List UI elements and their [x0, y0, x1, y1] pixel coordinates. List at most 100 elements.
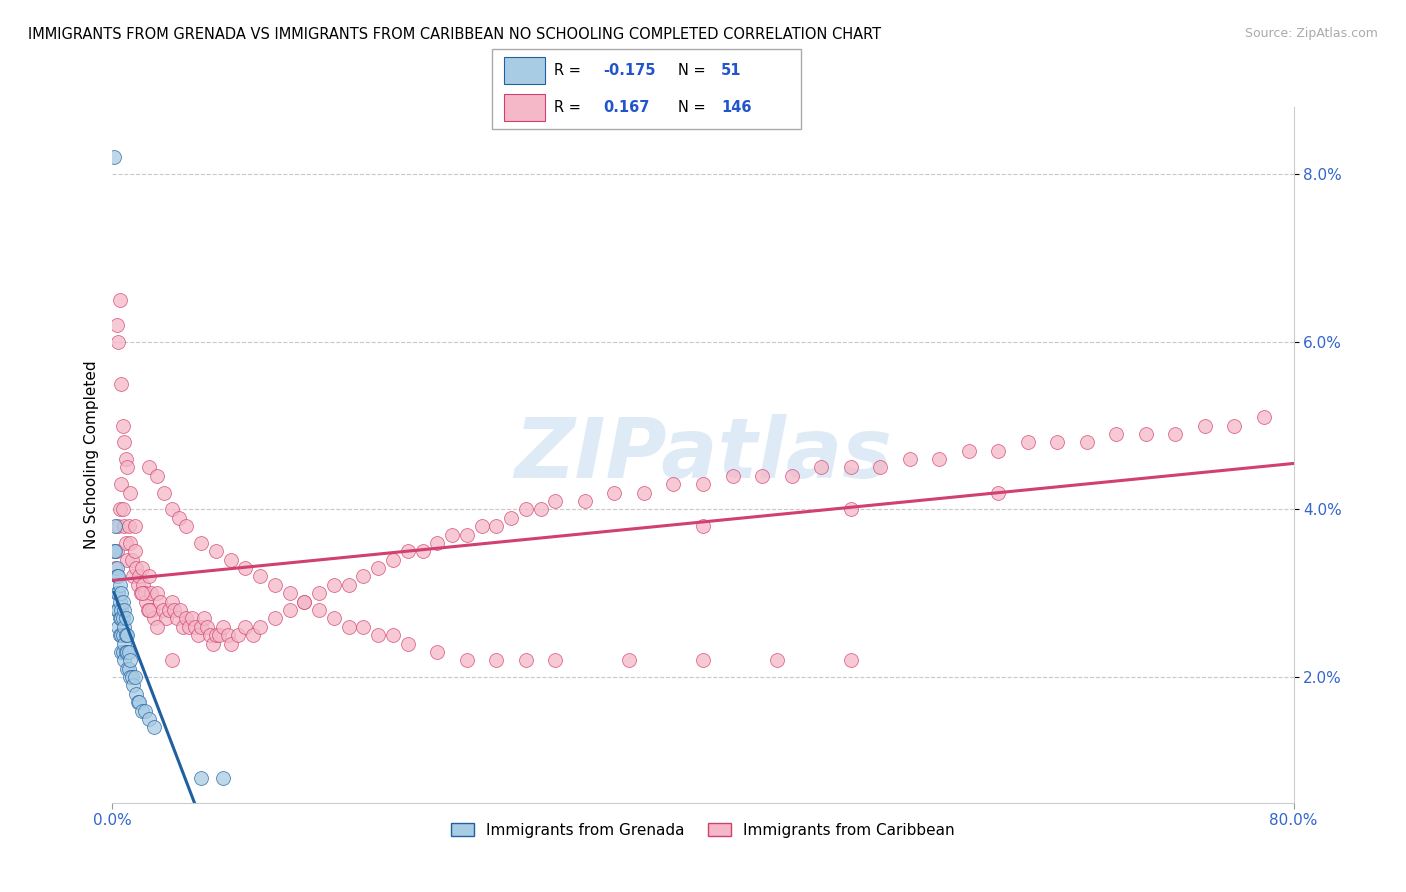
Point: [117, 645, 138, 659]
Point: [411, 544, 433, 558]
Text: Source: ZipAtlas.com: Source: ZipAtlas.com: [1244, 27, 1378, 40]
Point: [242, 628, 264, 642]
Point: [160, 502, 183, 516]
Text: IMMIGRANTS FROM GRENADA VS IMMIGRANTS FROM CARIBBEAN NO SCHOOLING COMPLETED CORR: IMMIGRANTS FROM GRENADA VS IMMIGRANTS FR…: [28, 27, 882, 42]
Point: [367, 628, 389, 642]
Point: [529, 502, 551, 516]
Point: [662, 477, 685, 491]
Point: [382, 552, 405, 566]
Point: [515, 502, 537, 516]
Point: [114, 628, 136, 642]
Point: [233, 561, 256, 575]
Point: [208, 628, 231, 642]
Point: [205, 544, 228, 558]
Point: [117, 628, 138, 642]
Point: [292, 594, 315, 608]
Point: [839, 460, 862, 475]
Point: [125, 561, 148, 575]
Point: [1105, 427, 1128, 442]
Point: [352, 620, 374, 634]
Point: [957, 443, 980, 458]
Point: [104, 561, 127, 575]
Point: [195, 620, 218, 634]
Point: [138, 569, 160, 583]
Point: [721, 468, 744, 483]
Point: [426, 536, 449, 550]
Point: [485, 653, 508, 667]
Point: [146, 468, 169, 483]
Point: [219, 552, 242, 566]
Bar: [505, 57, 544, 85]
Text: N =: N =: [678, 100, 706, 115]
Point: [110, 645, 132, 659]
Point: [456, 653, 478, 667]
Text: N =: N =: [678, 63, 706, 78]
Point: [193, 611, 215, 625]
Text: R =: R =: [554, 100, 581, 115]
Point: [125, 687, 148, 701]
Text: 0.167: 0.167: [603, 100, 650, 115]
Point: [117, 552, 138, 566]
Point: [108, 578, 131, 592]
Point: [105, 603, 128, 617]
Text: R =: R =: [554, 63, 581, 78]
Point: [103, 544, 125, 558]
Point: [107, 603, 129, 617]
Point: [485, 519, 508, 533]
Point: [105, 318, 128, 332]
Y-axis label: No Schooling Completed: No Schooling Completed: [83, 360, 98, 549]
Point: [190, 771, 212, 785]
Point: [367, 561, 389, 575]
Point: [308, 586, 330, 600]
Point: [105, 544, 128, 558]
Point: [201, 636, 224, 650]
Point: [172, 620, 194, 634]
Point: [249, 620, 271, 634]
Point: [131, 704, 153, 718]
Point: [426, 645, 449, 659]
Point: [163, 603, 186, 617]
Point: [111, 645, 134, 659]
Point: [107, 620, 129, 634]
Point: [987, 485, 1010, 500]
Point: [839, 653, 862, 667]
Point: [110, 611, 132, 625]
Point: [111, 611, 134, 625]
Point: [190, 620, 212, 634]
Point: [134, 704, 156, 718]
FancyBboxPatch shape: [492, 49, 801, 129]
Point: [441, 527, 464, 541]
Point: [751, 468, 773, 483]
Point: [112, 519, 135, 533]
Point: [108, 611, 131, 625]
Point: [174, 519, 197, 533]
Point: [157, 603, 180, 617]
Point: [382, 628, 405, 642]
Point: [323, 611, 346, 625]
Point: [127, 578, 149, 592]
Point: [121, 552, 143, 566]
Point: [692, 519, 714, 533]
Point: [131, 586, 153, 600]
Point: [780, 468, 803, 483]
Point: [105, 586, 128, 600]
Point: [603, 485, 626, 500]
Point: [111, 502, 134, 516]
Point: [111, 628, 134, 642]
Point: [212, 771, 235, 785]
Point: [114, 536, 136, 550]
Point: [1076, 435, 1098, 450]
Point: [107, 569, 129, 583]
Point: [127, 695, 149, 709]
Point: [456, 527, 478, 541]
Point: [110, 586, 132, 600]
Point: [160, 594, 183, 608]
Point: [264, 611, 287, 625]
Point: [152, 603, 174, 617]
Point: [198, 628, 221, 642]
Point: [124, 519, 146, 533]
Point: [120, 670, 142, 684]
Point: [149, 594, 172, 608]
Point: [108, 594, 131, 608]
Point: [810, 460, 832, 475]
